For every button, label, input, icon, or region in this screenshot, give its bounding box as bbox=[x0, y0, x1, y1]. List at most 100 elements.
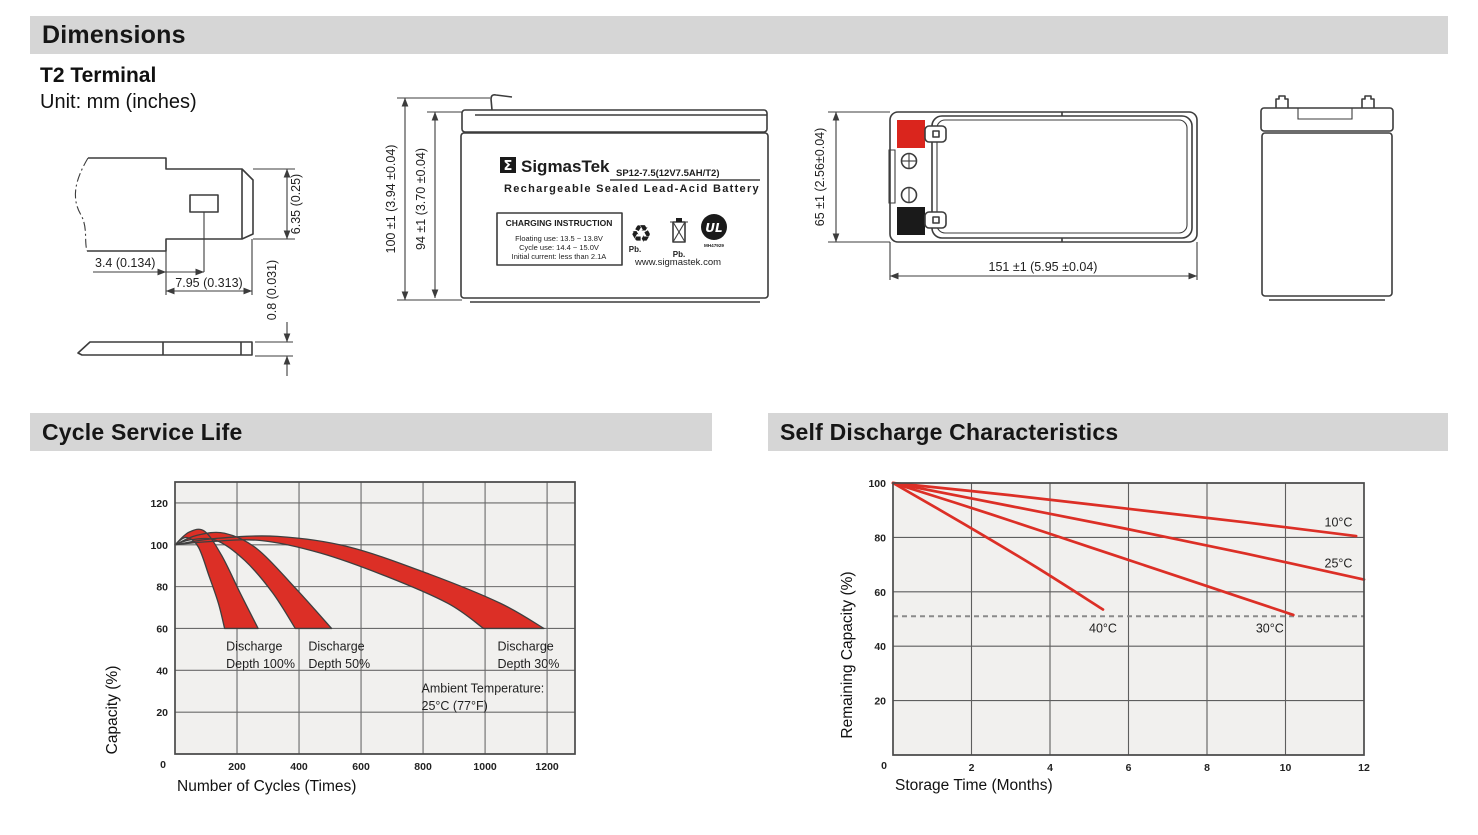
self-discharge-chart: 10°C 25°C 30°C 40°C 20 40 60 80 100 2 4 6 8 10 12 0 Stor… bbox=[839, 478, 1370, 794]
end-lid-recess bbox=[1298, 108, 1352, 119]
series-label: 25°C bbox=[1325, 556, 1353, 570]
model-number: SP12-7.5(12V7.5AH/T2) bbox=[616, 168, 720, 179]
cycle-service-life-chart: 20 40 60 80 100 120 200 400 600 800 1000 1200 0 Disch… bbox=[104, 468, 670, 795]
pb-bin-label: Pb. bbox=[673, 250, 685, 259]
case-outline bbox=[889, 112, 1197, 242]
band-outline bbox=[175, 536, 544, 629]
dim-label-width-151: 151 ±1 (5.95 ±0.04) bbox=[989, 260, 1098, 274]
chart-annotation: Depth 50% bbox=[308, 657, 370, 671]
y-tick-label: 100 bbox=[150, 540, 168, 552]
x-axis-title: Number of Cycles (Times) bbox=[177, 778, 356, 795]
band-outline bbox=[175, 532, 332, 628]
dim-7-95: 7.95 (0.313) bbox=[166, 239, 252, 295]
brand-name: SigmasTek bbox=[521, 157, 610, 176]
y-tick-label: 120 bbox=[150, 498, 168, 510]
section-title: Dimensions bbox=[42, 20, 186, 49]
section-header-cycle-life: Cycle Service Life bbox=[30, 413, 712, 451]
y-tick-label: 80 bbox=[156, 582, 168, 594]
dim-label-tab-height: 6.35 (0.25) bbox=[289, 174, 303, 234]
charging-line-1: Floating use: 13.5 ~ 13.8V bbox=[515, 234, 603, 243]
ul-file-number: MH47929 bbox=[704, 243, 724, 248]
y-tick-label: 100 bbox=[868, 478, 886, 490]
origin-label: 0 bbox=[160, 759, 166, 771]
y-axis-title: Capacity (%) bbox=[104, 666, 121, 755]
y-tick-label: 20 bbox=[156, 707, 168, 719]
band-fill bbox=[175, 529, 259, 629]
y-axis-title: Remaining Capacity (%) bbox=[839, 571, 856, 738]
dim-3-4: 3.4 (0.134) bbox=[93, 251, 205, 276]
origin-label: 0 bbox=[881, 760, 887, 772]
series-label: 30°C bbox=[1256, 622, 1284, 636]
series-line bbox=[893, 483, 1103, 609]
x-tick-label: 12 bbox=[1358, 762, 1370, 774]
chart-annotation: Discharge bbox=[497, 639, 553, 653]
section-header-self-discharge: Self Discharge Characteristics bbox=[768, 413, 1448, 451]
case-outer bbox=[890, 112, 1197, 242]
plot-frame bbox=[175, 482, 575, 754]
sigma-glyph: Σ bbox=[504, 159, 513, 174]
dim-151mm: 151 ±1 (5.95 ±0.04) bbox=[890, 242, 1197, 280]
y-tick-label: 20 bbox=[874, 696, 886, 708]
vent-plug-negative-icon bbox=[902, 188, 917, 203]
unit-label: Unit: mm (inches) bbox=[40, 91, 197, 113]
break-line bbox=[75, 158, 88, 251]
positive-terminal bbox=[897, 120, 946, 148]
y-tick-label: 60 bbox=[874, 587, 886, 599]
dim-94mm: 94 ±1 (3.70 ±0.04) bbox=[414, 112, 462, 299]
terminal-side-strip bbox=[78, 342, 252, 355]
crossed-bin-icon bbox=[670, 218, 688, 242]
dim-0-8: 0.8 (0.031) bbox=[255, 260, 293, 376]
dim-label-height-65: 65 ±1 (2.56±0.04) bbox=[813, 128, 827, 227]
x-tick-label: 4 bbox=[1047, 762, 1053, 774]
series-label: 40°C bbox=[1089, 622, 1117, 636]
dim-6-35: 6.35 (0.25) bbox=[253, 169, 303, 239]
band-fill bbox=[175, 532, 332, 629]
battery-top-view: 65 ±1 (2.56±0.04) bbox=[813, 85, 1225, 285]
x-tick-label: 400 bbox=[290, 761, 308, 773]
terminal-profile bbox=[75, 158, 253, 272]
charging-line-2: Cycle use: 14.4 ~ 15.0V bbox=[519, 243, 599, 252]
section-title: Cycle Service Life bbox=[42, 418, 243, 445]
website: www.sigmastek.com bbox=[634, 257, 721, 268]
battery-end-view bbox=[1245, 85, 1420, 310]
product-line: Rechargeable Sealed Lead-Acid Battery bbox=[504, 183, 760, 195]
x-tick-label: 6 bbox=[1126, 762, 1132, 774]
chart-annotation: Discharge bbox=[226, 639, 282, 653]
series-line bbox=[893, 483, 1356, 536]
terminal-type-title: T2 Terminal bbox=[40, 64, 157, 87]
terminal-detail-drawing: 6.35 (0.25) 3.4 (0.134) 7.95 (0.313) 0.8… bbox=[55, 140, 303, 376]
x-tick-label: 600 bbox=[352, 761, 370, 773]
battery-label: Σ SigmasTek SP12-7.5(12V7.5AH/T2) Rechar… bbox=[497, 157, 760, 268]
x-tick-label: 8 bbox=[1204, 762, 1210, 774]
plot-frame bbox=[893, 483, 1364, 755]
recycle-icon: ♻ bbox=[630, 220, 652, 248]
negative-terminal bbox=[897, 207, 946, 235]
pb-recycle-label: Pb. bbox=[629, 245, 641, 254]
vent-plug-positive-icon bbox=[902, 154, 917, 169]
dim-label-case-height: 94 ±1 (3.70 ±0.04) bbox=[414, 148, 428, 250]
chart-annotation: Ambient Temperature: bbox=[422, 681, 545, 695]
series-line bbox=[893, 483, 1293, 615]
band-outline bbox=[175, 529, 258, 628]
x-tick-label: 1000 bbox=[473, 761, 497, 773]
sigma-logo-icon bbox=[500, 157, 516, 173]
ul-mark-icon: UL bbox=[701, 214, 727, 240]
x-tick-label: 200 bbox=[228, 761, 246, 773]
y-tick-label: 40 bbox=[156, 665, 168, 677]
side-slot bbox=[889, 150, 895, 203]
chart-annotation: Discharge bbox=[308, 639, 364, 653]
dim-label-base-width: 7.95 (0.313) bbox=[175, 276, 242, 290]
end-body bbox=[1262, 133, 1392, 296]
charging-line-3: Initial current: less than 2.1A bbox=[512, 252, 607, 261]
battery-lid bbox=[462, 110, 767, 132]
ul-letters: UL bbox=[705, 221, 722, 235]
x-tick-label: 2 bbox=[969, 762, 975, 774]
x-tick-label: 800 bbox=[414, 761, 432, 773]
x-tick-label: 1200 bbox=[535, 761, 559, 773]
dim-label-total-height: 100 ±1 (3.94 ±0.04) bbox=[384, 145, 398, 254]
charging-instruction-box bbox=[497, 213, 622, 265]
battery-body bbox=[461, 133, 768, 298]
chart-annotation: Depth 30% bbox=[497, 657, 559, 671]
battery-case bbox=[461, 95, 768, 302]
